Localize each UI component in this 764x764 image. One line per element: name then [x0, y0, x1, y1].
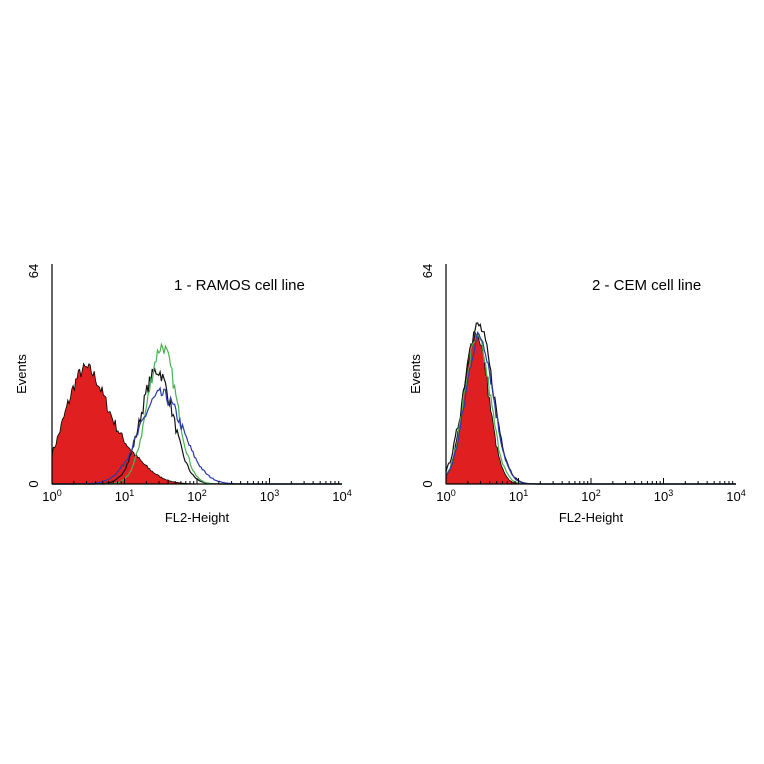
panel-title: 1 - RAMOS cell line — [174, 277, 305, 294]
x-axis-label: FL2-Height — [165, 510, 230, 525]
x-tick-label: 102 — [187, 488, 206, 504]
y-tick-label-min: 0 — [26, 480, 41, 487]
x-tick-marks — [51, 478, 340, 484]
isotype-control-histogram — [445, 331, 736, 485]
x-tick-label: 101 — [509, 488, 528, 504]
y-tick-label-max: 64 — [420, 264, 435, 278]
x-tick-label: 103 — [654, 488, 673, 504]
x-tick-label: 104 — [332, 488, 351, 504]
panel-title: 2 - CEM cell line — [592, 277, 701, 294]
x-tick-label: 101 — [115, 488, 134, 504]
x-tick-label: 100 — [42, 488, 61, 504]
x-tick-label: 100 — [436, 488, 455, 504]
histogram-panel-cem: 2 - CEM cell line 64 0 Events FL2-Height… — [408, 264, 746, 525]
x-tick-labels: 100 101 102 103 104 — [42, 488, 351, 504]
histogram-panel-ramos: 1 - RAMOS cell line 64 0 Events FL2-Heig… — [14, 264, 352, 525]
x-axis-label: FL2-Height — [559, 510, 624, 525]
x-tick-label: 103 — [260, 488, 279, 504]
plot-area-cem — [445, 322, 736, 485]
plot-area-ramos — [51, 342, 342, 485]
x-tick-marks — [445, 478, 734, 484]
x-tick-labels: 100 101 102 103 104 — [436, 488, 745, 504]
y-tick-label-min: 0 — [420, 480, 435, 487]
y-tick-label-max: 64 — [26, 264, 41, 278]
y-axis-label: Events — [408, 354, 423, 394]
x-tick-label: 102 — [581, 488, 600, 504]
y-axis-label: Events — [14, 354, 29, 394]
x-tick-label: 104 — [726, 488, 745, 504]
isotype-control-histogram — [51, 362, 342, 485]
